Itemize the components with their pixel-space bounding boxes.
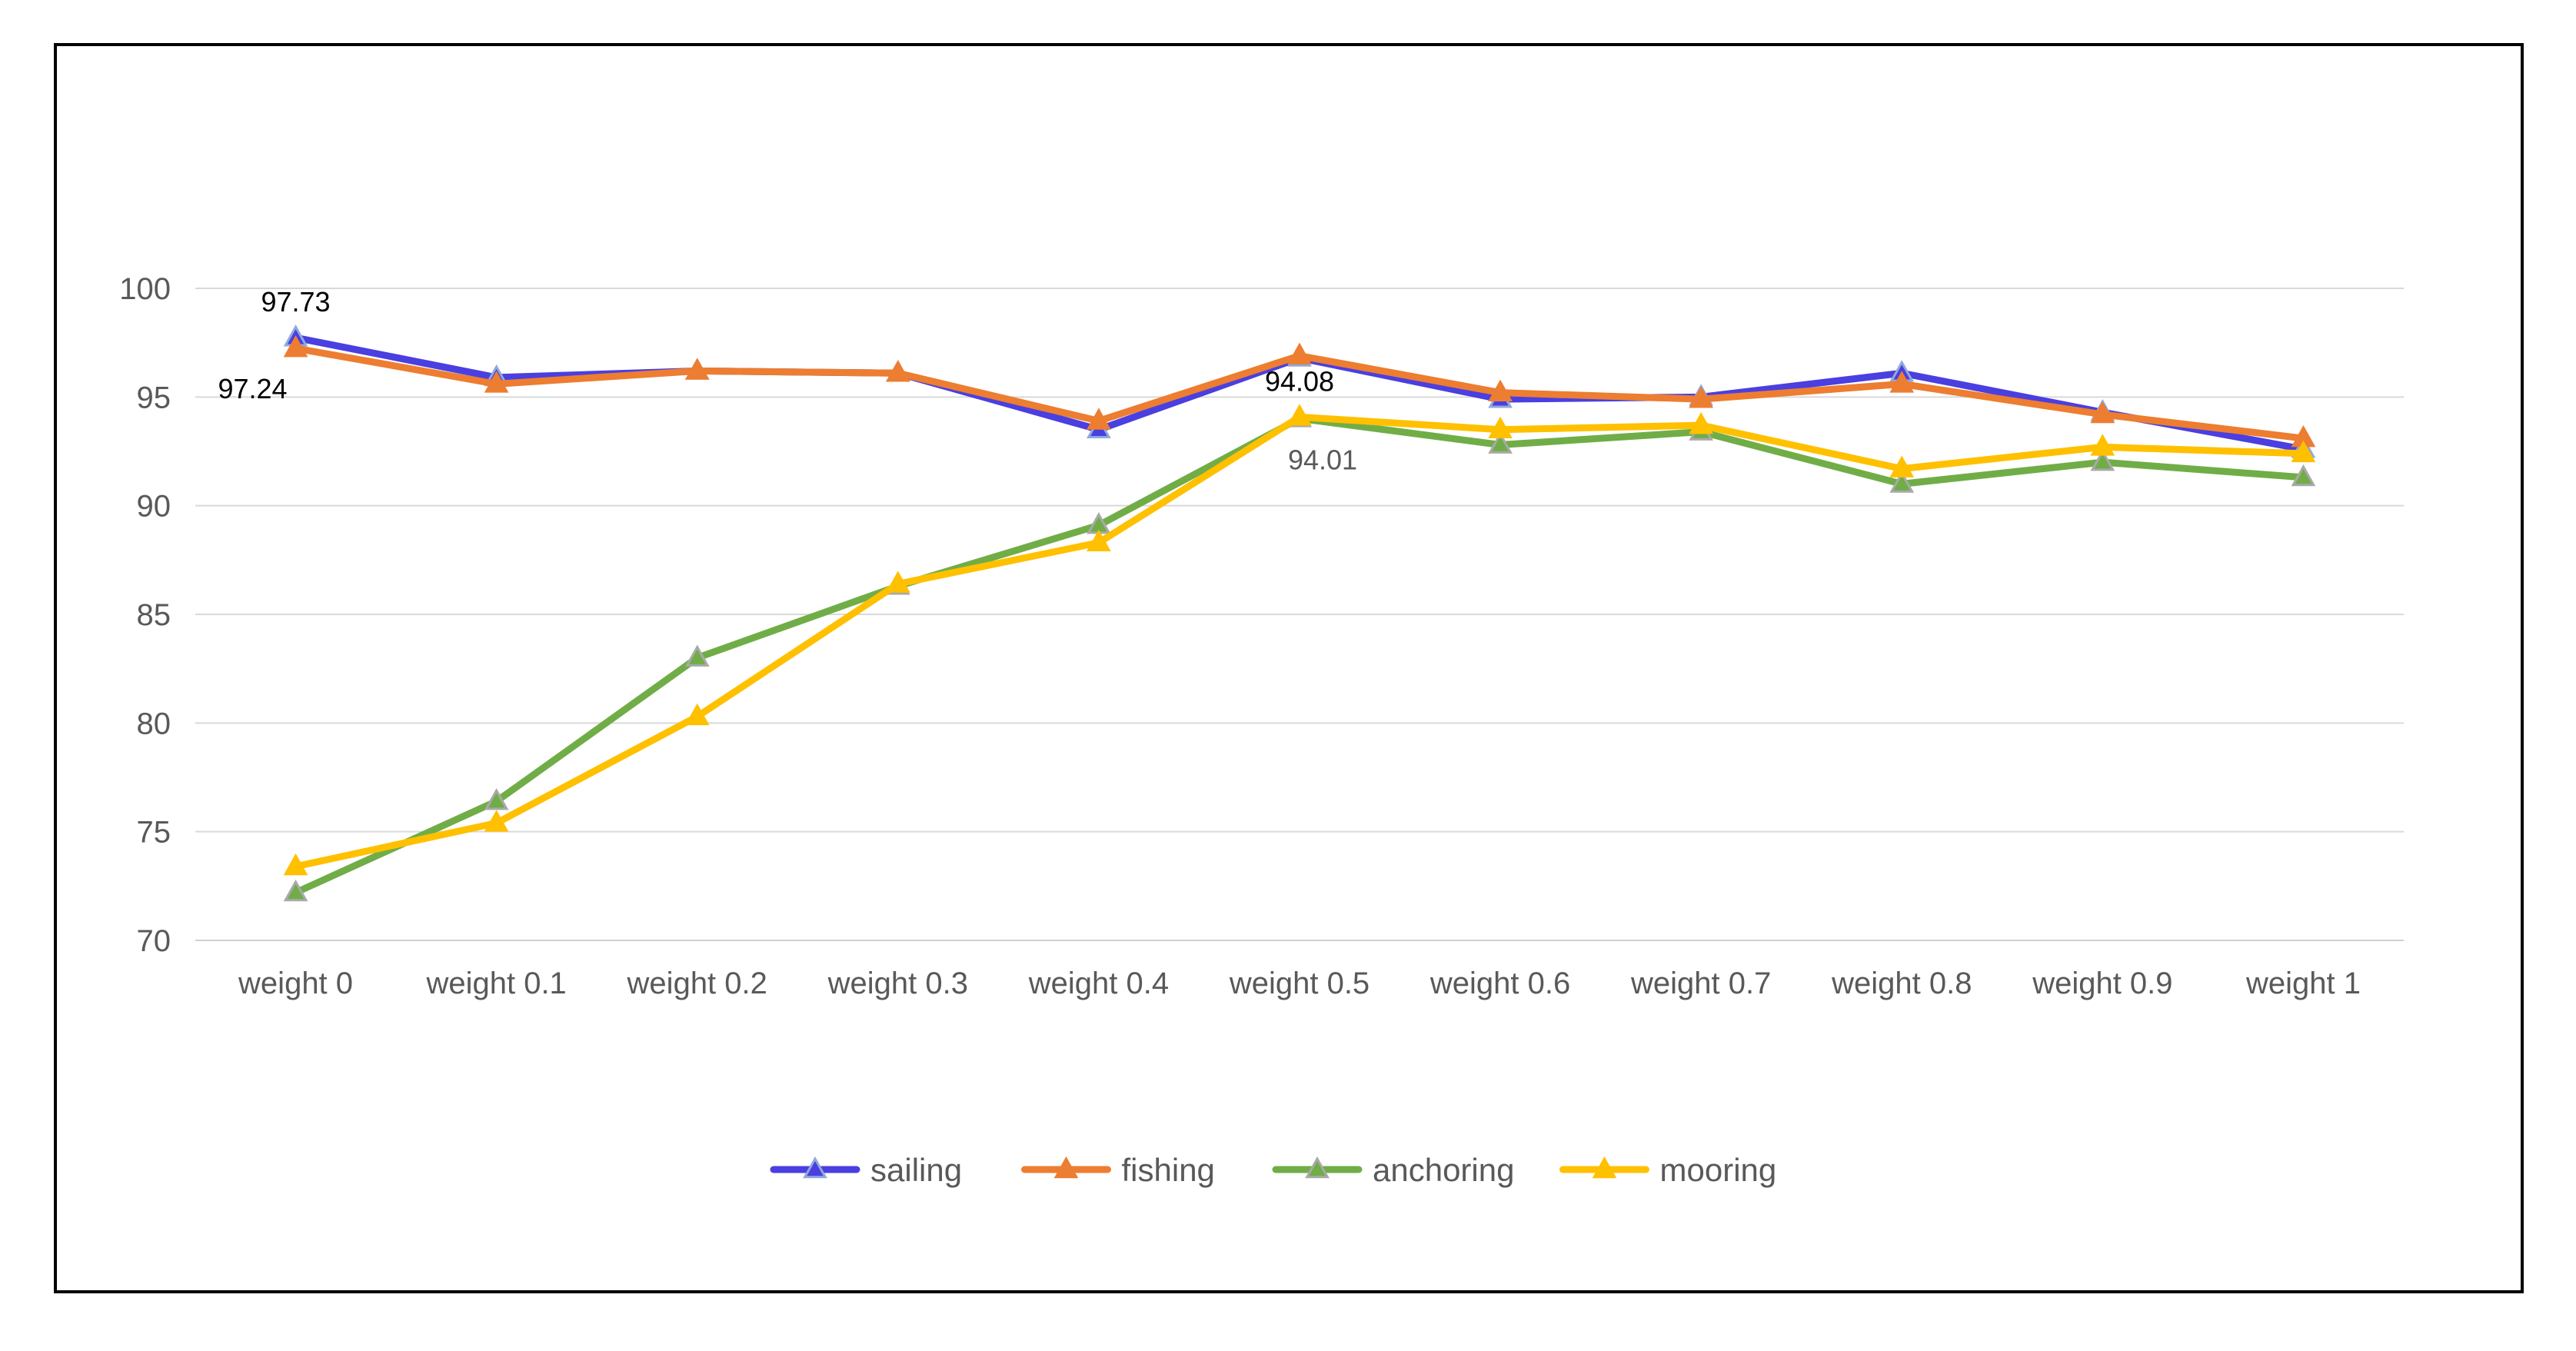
legend-swatch-marker [1592, 1156, 1617, 1179]
data-label: 94.08 [1265, 365, 1334, 397]
data-point-mooring [1689, 412, 1714, 434]
legend-label: fishing [1122, 1152, 1215, 1188]
data-point-fishing [1488, 379, 1513, 401]
data-point-mooring [1889, 455, 1915, 478]
data-label: 97.24 [218, 373, 287, 404]
data-point-fishing [2090, 401, 2115, 424]
y-tick-label: 90 [137, 490, 171, 524]
data-point-fishing [484, 371, 509, 393]
series-fishing [283, 334, 2316, 448]
data-point-fishing [684, 358, 710, 380]
y-axis-tick-labels: 70 75 80 85 90 95 100 [119, 272, 171, 958]
y-tick-label: 80 [137, 707, 171, 740]
data-point-fishing [1087, 408, 1111, 430]
y-tick-label: 85 [137, 598, 171, 632]
x-tick-label: weight 0.3 [827, 967, 968, 1000]
x-tick-label: weight 0.2 [627, 967, 767, 1000]
data-point-mooring [684, 703, 710, 726]
series-anchoring [283, 405, 2316, 902]
y-tick-label: 70 [137, 924, 171, 958]
data-point-fishing [1889, 371, 1915, 393]
legend: sailing fishing anchoring mooring [770, 1152, 1777, 1188]
data-point-fishing [1689, 386, 1714, 408]
data-point-fishing [1287, 342, 1312, 364]
chart-frame: 70 75 80 85 90 95 100 weight 0 weight 0.1 weight… [54, 43, 2524, 1293]
data-point-mooring [484, 810, 509, 832]
data-point-anchoring [1889, 471, 1915, 493]
data-point-mooring [2090, 434, 2115, 456]
data-point-anchoring [2291, 464, 2316, 487]
data-point-mooring [1087, 529, 1111, 552]
data-label: 97.73 [261, 286, 330, 318]
data-point-anchoring [484, 788, 509, 810]
data-point-anchoring [684, 644, 710, 667]
legend-swatch-marker [803, 1156, 827, 1179]
legend-label: sailing [870, 1152, 962, 1188]
x-tick-label: weight 1 [2245, 967, 2361, 1000]
data-point-fishing [885, 360, 910, 382]
legend-label: anchoring [1373, 1152, 1514, 1188]
legend-label: mooring [1660, 1152, 1777, 1188]
legend-item-mooring[interactable]: mooring [1559, 1152, 1777, 1188]
data-point-mooring [1488, 416, 1513, 439]
x-tick-label: weight 0.7 [1630, 967, 1771, 1000]
x-tick-label: weight 0.8 [1831, 967, 1972, 1000]
series-line-anchoring [292, 414, 2307, 897]
x-tick-label: weight 0.5 [1229, 967, 1370, 1000]
legend-item-anchoring[interactable]: anchoring [1272, 1152, 1514, 1188]
x-axis-tick-labels: weight 0 weight 0.1 weight 0.2 weight 0.3 we… [238, 967, 2361, 1000]
data-label: 94.01 [1288, 444, 1357, 475]
y-tick-label: 75 [137, 816, 171, 850]
legend-swatch-marker [1053, 1156, 1079, 1179]
gridlines [195, 288, 2404, 941]
data-point-mooring [2291, 440, 2316, 463]
data-point-mooring [885, 571, 910, 593]
x-tick-label: weight 0.9 [2032, 967, 2172, 1000]
data-point-anchoring [1488, 431, 1513, 454]
data-point-fishing [283, 334, 308, 358]
x-tick-label: weight 0.4 [1028, 967, 1169, 1000]
y-tick-label: 100 [119, 272, 171, 306]
legend-item-sailing[interactable]: sailing [770, 1152, 962, 1188]
x-tick-label: weight 0.6 [1429, 967, 1570, 1000]
series-mooring [283, 404, 2316, 876]
series-line-mooring [292, 413, 2307, 870]
data-point-mooring [1287, 404, 1312, 426]
y-tick-label: 95 [137, 381, 171, 414]
x-tick-label: weight 0 [238, 967, 353, 1000]
data-point-anchoring [2090, 449, 2115, 471]
legend-swatch-marker [1305, 1156, 1330, 1179]
x-tick-label: weight 0.1 [425, 967, 566, 1000]
data-labels: 97.73 97.24 94.08 94.01 [218, 286, 1357, 475]
data-point-anchoring [283, 879, 308, 902]
legend-item-fishing[interactable]: fishing [1021, 1152, 1215, 1188]
data-point-mooring [283, 853, 308, 876]
series-lines [283, 324, 2316, 902]
